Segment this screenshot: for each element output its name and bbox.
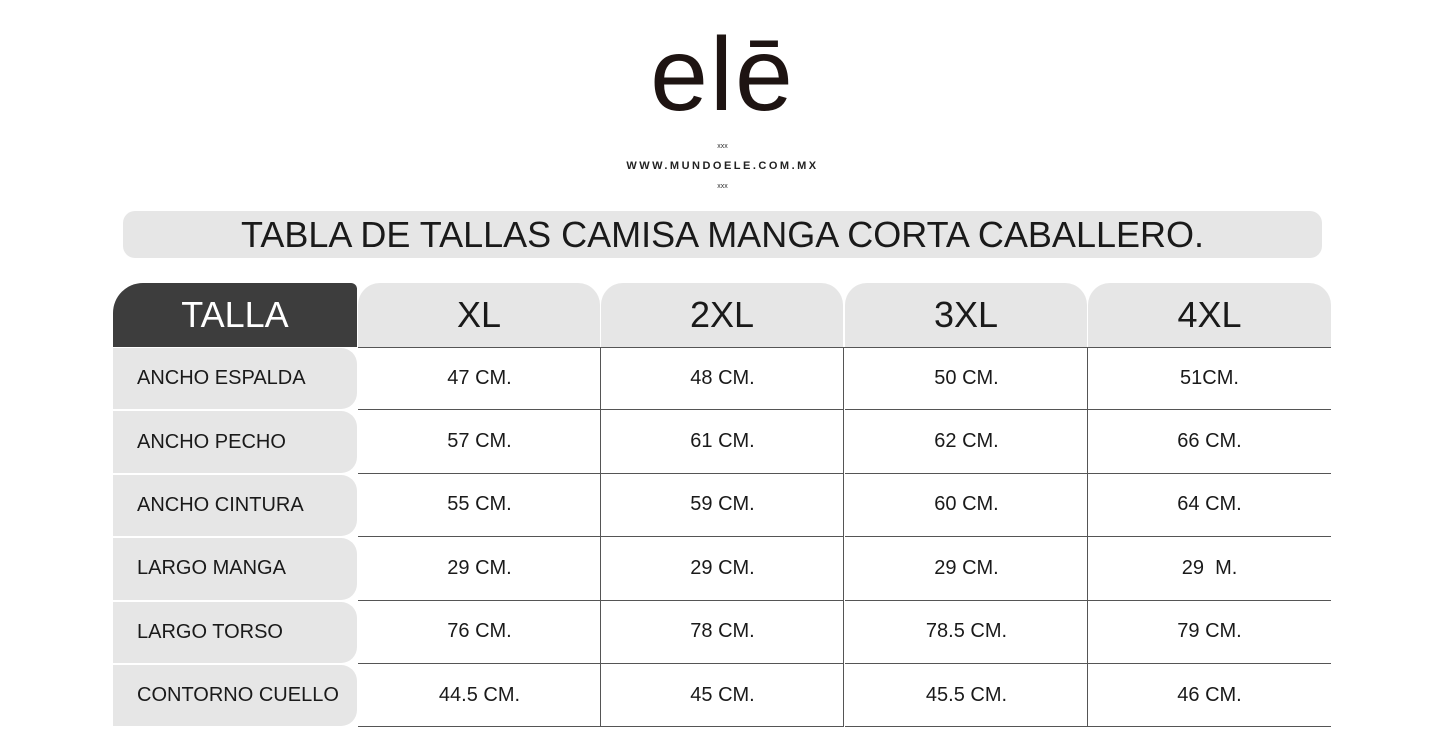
cell: 79 CM. xyxy=(1088,601,1331,664)
cell: 78.5 CM. xyxy=(845,601,1088,664)
cell: 66 CM. xyxy=(1088,410,1331,474)
cell: 51CM. xyxy=(1088,347,1331,411)
website: WWW.MUNDOELE.COM.MX xyxy=(626,160,819,172)
cell: 62 CM. xyxy=(845,410,1088,474)
mark: xxx xyxy=(717,183,728,190)
cell: 29 CM. xyxy=(845,537,1088,601)
row-label: ANCHO PECHO xyxy=(113,411,357,473)
logo: elē xyxy=(650,17,795,133)
row-label: LARGO MANGA xyxy=(113,538,357,600)
cell: 46 CM. xyxy=(1088,664,1331,728)
cell: 76 CM. xyxy=(358,601,601,664)
column-divider xyxy=(600,347,601,728)
column-divider xyxy=(1087,347,1088,728)
row-label: ANCHO ESPALDA xyxy=(113,348,357,410)
cell: 59 CM. xyxy=(601,474,844,538)
cell: 60 CM. xyxy=(845,474,1088,538)
column-header: TALLA xyxy=(113,283,357,347)
cell: 55 CM. xyxy=(358,474,601,538)
column-divider xyxy=(843,347,844,728)
cell: 45 CM. xyxy=(601,664,844,728)
cell: 29 M. xyxy=(1088,537,1331,601)
cell: 50 CM. xyxy=(845,347,1088,411)
row-label: LARGO TORSO xyxy=(113,601,357,663)
cell: 45.5 CM. xyxy=(845,664,1088,728)
row-label: CONTORNO CUELLO xyxy=(113,665,357,727)
cell: 61 CM. xyxy=(601,410,844,474)
row-label: ANCHO CINTURA xyxy=(113,474,357,537)
cell: 57 CM. xyxy=(358,410,601,474)
cell: 48 CM. xyxy=(601,347,844,411)
cell: 47 CM. xyxy=(358,347,601,411)
column-header: 3XL xyxy=(845,283,1087,347)
column-header: XL xyxy=(358,283,600,347)
cell: 44.5 CM. xyxy=(358,664,601,728)
mark: xxx xyxy=(717,143,728,150)
cell: 78 CM. xyxy=(601,601,844,664)
cell: 29 CM. xyxy=(358,537,601,601)
column-header: 4XL xyxy=(1088,283,1331,347)
cell: 64 CM. xyxy=(1088,474,1331,538)
header-line xyxy=(358,347,1331,348)
column-header: 2XL xyxy=(601,283,843,347)
cell: 29 CM. xyxy=(601,537,844,601)
title: TABLA DE TALLAS CAMISA MANGA CORTA CABAL… xyxy=(123,211,1322,258)
